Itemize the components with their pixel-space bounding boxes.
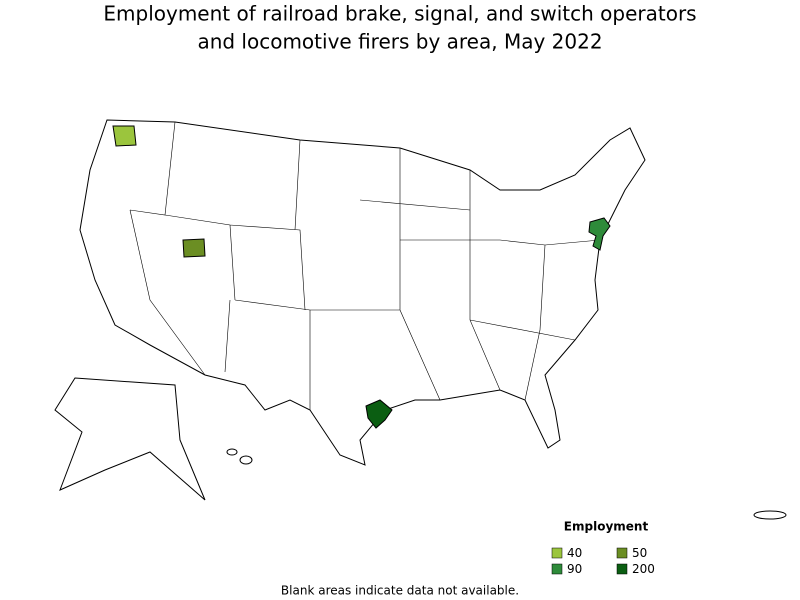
shaded-area [182, 238, 206, 258]
area-borders [129, 121, 601, 410]
shaded-area [588, 217, 611, 251]
legend: 40 50 90 200 [551, 546, 655, 576]
title-line: and locomotive firers by area, May 2022 [197, 30, 602, 54]
footnote: Blank areas indicate data not available. [281, 584, 519, 598]
alaska [54, 377, 206, 501]
title-line: Employment of railroad brake, signal, an… [103, 2, 696, 26]
legend-title: Employment [564, 520, 649, 534]
hawaii [226, 448, 238, 456]
legend-label: 40 [567, 546, 582, 560]
legend-swatch [616, 547, 628, 559]
shaded-areas [112, 125, 611, 429]
shaded-area [112, 125, 137, 147]
legend-swatch [551, 563, 563, 575]
map [54, 119, 787, 520]
hawaii [239, 455, 253, 465]
shaded-area [365, 399, 393, 429]
legend-label: 90 [567, 562, 582, 576]
legend-label: 50 [632, 546, 647, 560]
legend-swatch [551, 547, 563, 559]
contiguous-us [79, 119, 646, 466]
puerto-rico [753, 510, 787, 520]
legend-label: 200 [632, 562, 655, 576]
legend-swatch [616, 563, 628, 575]
